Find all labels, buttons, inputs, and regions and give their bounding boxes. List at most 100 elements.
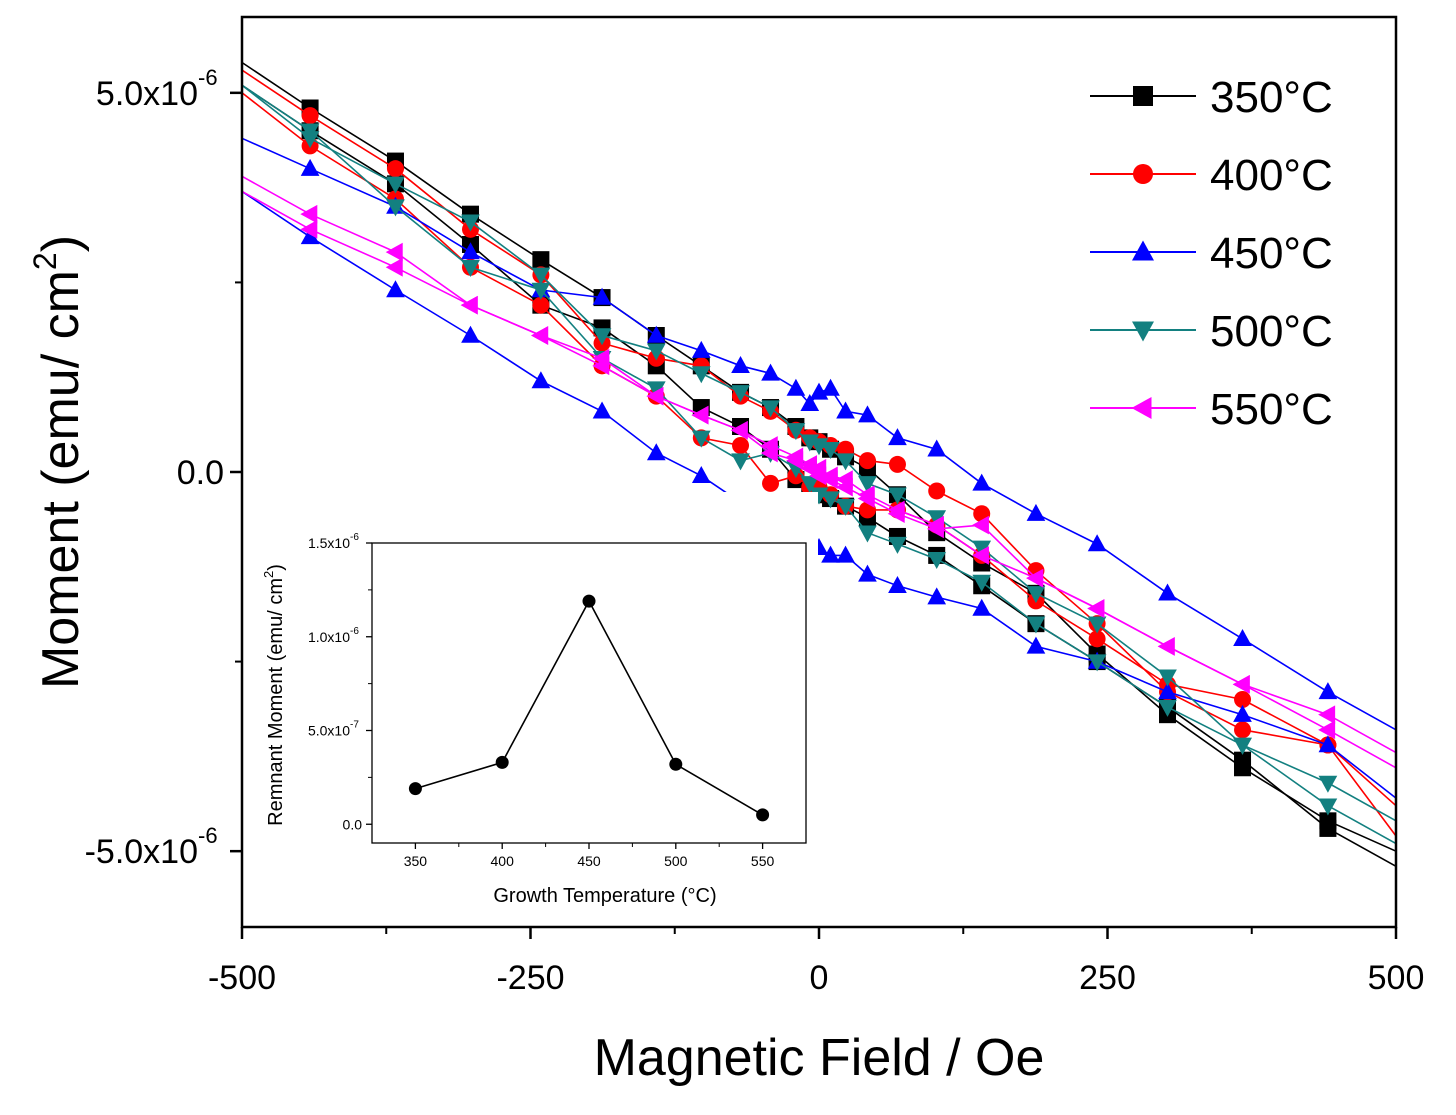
data-point (646, 386, 664, 406)
data-point (646, 343, 666, 361)
data-point (461, 242, 480, 260)
legend-item: 450°C (1090, 229, 1333, 278)
data-point (646, 443, 666, 461)
data-point (762, 474, 780, 492)
data-point (857, 489, 875, 508)
legend-label: 400°C (1210, 151, 1333, 200)
data-point (461, 325, 480, 343)
data-point (300, 204, 318, 224)
main-plot: -500 -250 0 250 500-5.0x10 -60.05.0x10 -6Magne… (27, 15, 1425, 1087)
legend-label: 350°C (1210, 73, 1333, 122)
inset-x-axis-title: Growth Temperature (°C) (493, 885, 716, 907)
data-point (531, 282, 551, 300)
legend-marker (1131, 397, 1152, 419)
data-point (836, 498, 855, 516)
y-tick-label: 0.0 (177, 454, 224, 492)
data-point (809, 466, 827, 486)
data-point (972, 574, 992, 592)
x-tick-label: 250 (1079, 959, 1136, 997)
data-point (532, 296, 550, 314)
y-tick-label: -5.0x10 (85, 833, 198, 871)
inset-y-tick-exponent: -7 (350, 720, 359, 731)
data-point (300, 219, 318, 239)
data-point (972, 540, 992, 558)
data-point (646, 325, 666, 343)
inset-x-tick-label: 400 (491, 853, 515, 869)
data-point (821, 442, 840, 460)
data-point (301, 107, 319, 125)
data-point (760, 443, 778, 463)
legend: 350°C 400°C 450°C 500°C 550°C (1090, 73, 1333, 434)
y-tick-exponent: -6 (198, 65, 218, 90)
y-tick-label: 5.0x10 (96, 75, 198, 113)
inset-y-tick-exponent: -6 (350, 626, 359, 637)
inset-data-point (408, 782, 422, 796)
data-point (592, 401, 612, 419)
data-point (926, 519, 944, 539)
data-point (821, 491, 840, 509)
data-point (1087, 534, 1107, 552)
data-point (835, 477, 853, 497)
y-axis-title: Moment (emu/ cm2) (27, 235, 90, 689)
inset-background (258, 492, 818, 914)
inset-y-tick-label: 1.0x10 (308, 629, 350, 645)
data-point (1318, 775, 1338, 793)
data-point (761, 400, 780, 418)
data-point (386, 199, 405, 217)
data-point (786, 423, 806, 441)
data-point (1087, 599, 1105, 618)
data-point (1319, 819, 1337, 837)
data-point (1158, 583, 1177, 601)
data-point (1087, 654, 1107, 672)
series-group (241, 61, 1397, 867)
data-point (1318, 705, 1336, 725)
data-point (1026, 636, 1046, 654)
legend-item: 500°C (1090, 307, 1333, 356)
legend-item: 550°C (1090, 385, 1333, 434)
data-point (800, 393, 820, 411)
data-point (1233, 737, 1252, 755)
data-point (928, 482, 946, 500)
inset-data-point (582, 594, 596, 608)
data-point (730, 420, 748, 440)
data-point (858, 525, 877, 543)
x-tick-label: 0 (810, 959, 829, 997)
data-point (386, 280, 405, 298)
data-point (1232, 674, 1250, 694)
inset-data-point (669, 757, 683, 771)
legend-marker (1133, 86, 1153, 106)
data-point (1026, 586, 1046, 604)
data-point (300, 227, 320, 245)
data-point (1318, 798, 1338, 816)
data-point (858, 405, 877, 423)
inset-x-tick-label: 350 (404, 853, 428, 869)
data-point (1158, 699, 1177, 717)
data-point (646, 381, 666, 399)
data-point (888, 455, 906, 473)
data-point (972, 473, 992, 491)
data-point (732, 436, 750, 454)
data-point (927, 510, 947, 528)
y-tick-exponent: -6 (198, 823, 218, 848)
data-point (300, 158, 320, 176)
legend-label: 450°C (1210, 229, 1333, 278)
data-point (761, 363, 780, 381)
data-point (592, 287, 612, 305)
data-point (836, 453, 855, 471)
inset-y-tick-exponent: -6 (350, 532, 359, 543)
inset-data-point (495, 755, 509, 769)
data-point (786, 378, 806, 396)
data-point (691, 430, 711, 448)
data-point (888, 428, 907, 446)
data-point (1158, 669, 1177, 687)
data-point (858, 476, 877, 494)
data-point (1234, 691, 1252, 708)
x-tick-label: 500 (1368, 959, 1425, 997)
data-point (858, 452, 876, 470)
data-point (820, 470, 838, 489)
inset-y-axis-title: Remnant Moment (emu/ cm2) (261, 564, 287, 826)
data-point (809, 487, 829, 505)
data-point (1026, 503, 1046, 521)
data-point (386, 160, 404, 178)
